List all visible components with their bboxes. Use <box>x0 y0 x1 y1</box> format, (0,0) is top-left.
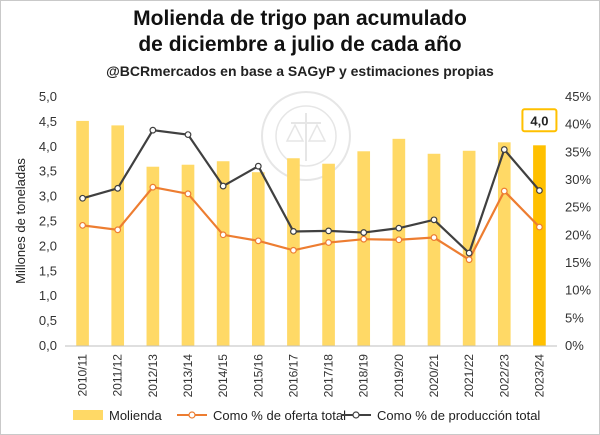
bar-molienda <box>462 150 476 346</box>
point-oferta-total <box>430 234 438 241</box>
chart-title-line-1: Molienda de trigo pan acumulado <box>133 7 467 30</box>
x-tick-label: 2016/17 <box>286 354 300 398</box>
point-produccion-total <box>79 194 86 202</box>
x-tick-label: 2012/13 <box>146 354 160 398</box>
y-tick-label: 5,0 <box>39 89 57 104</box>
point-oferta-total <box>395 236 403 244</box>
line-produccion-total <box>82 129 541 256</box>
point-produccion-total <box>325 227 332 235</box>
legend-label: Como % de oferta total <box>213 408 346 423</box>
y-tick-label: 1,5 <box>39 263 57 278</box>
annotation-group: 4,0 <box>521 108 558 133</box>
legend-swatch-marker <box>352 411 360 419</box>
bar-molienda <box>427 153 441 346</box>
point-oferta-total <box>500 187 508 195</box>
point-produccion-total <box>430 216 438 224</box>
point-oferta-total <box>254 237 262 245</box>
x-tick-label: 2021/22 <box>462 354 476 398</box>
y-tick-label: 4,5 <box>39 114 57 129</box>
point-produccion-total <box>395 224 403 232</box>
legend-swatch-molienda <box>73 410 103 420</box>
watermark-seal <box>261 91 351 181</box>
legend-label: Como % de producción total <box>377 408 540 423</box>
bar-molienda <box>146 166 160 346</box>
annotation-label: 4,0 <box>530 113 548 128</box>
point-oferta-total <box>465 256 473 264</box>
legend-label: Molienda <box>109 408 163 423</box>
y-tick-label: 0,5 <box>39 313 57 328</box>
point-oferta-total <box>149 183 157 191</box>
y2-tick-label: 45% <box>565 89 591 104</box>
x-tick-label: 2018/19 <box>357 354 371 398</box>
point-oferta-total <box>536 223 543 231</box>
point-produccion-total <box>500 146 508 153</box>
bar-molienda <box>76 120 89 347</box>
point-produccion-total <box>536 187 543 194</box>
y-tick-label: 0,0 <box>39 338 57 353</box>
x-tick-label: 2010/11 <box>76 354 90 397</box>
bar-molienda <box>251 172 265 346</box>
bar-molienda <box>181 164 195 346</box>
y-axis-label: Millones de toneladas <box>13 158 28 284</box>
bar-molienda <box>322 163 335 346</box>
point-produccion-total <box>360 229 368 236</box>
x-tick-label: 2014/15 <box>216 354 230 398</box>
y2-tick-label: 35% <box>565 144 591 159</box>
x-tick-label: 2017/18 <box>322 354 336 398</box>
chart-title: Molienda de trigo pan acumulado de dicie… <box>1 6 599 58</box>
bar-molienda <box>497 142 511 346</box>
point-oferta-total <box>114 226 122 234</box>
x-tick-label: 2013/14 <box>181 354 195 398</box>
x-tick-label: 2015/16 <box>251 354 265 398</box>
y2-tick-label: 5% <box>565 310 584 325</box>
bar-molienda <box>533 145 546 346</box>
axes-group: 0,0 0,5 1,0 1,5 2,0 2,5 3,0 3,5 4,0 4,5 5,0 0% 5% 10%… <box>39 89 592 397</box>
point-produccion-total <box>290 228 297 235</box>
y2-tick-label: 0% <box>565 338 584 353</box>
y-tick-label: 1,0 <box>39 288 57 303</box>
y2-tick-label: 10% <box>565 283 591 298</box>
y-tick-label: 3,0 <box>39 189 57 204</box>
point-oferta-total <box>325 239 332 246</box>
bar-molienda <box>216 161 230 346</box>
legend: Molienda Como % de oferta total Como % de … <box>73 408 540 423</box>
bar-molienda <box>357 151 371 346</box>
y-tick-label: 2,5 <box>39 214 57 229</box>
y2-tick-label: 20% <box>565 227 591 242</box>
line-oferta-total <box>82 185 541 262</box>
x-tick-label: 2019/20 <box>392 354 406 398</box>
point-oferta-total <box>79 221 86 229</box>
bar-molienda <box>111 125 125 346</box>
chart-title-line-2: de diciembre a julio de cada año <box>138 33 462 56</box>
y-tick-label: 4,0 <box>39 139 57 154</box>
y-tick-label: 3,5 <box>39 164 57 179</box>
point-produccion-total <box>254 162 262 170</box>
point-produccion-total <box>149 126 157 134</box>
x-tick-label: 2020/21 <box>427 354 441 398</box>
point-produccion-total <box>219 182 227 190</box>
point-oferta-total <box>219 231 227 239</box>
point-produccion-total <box>465 249 473 257</box>
y-tick-label: 2,0 <box>39 238 57 253</box>
y2-tick-label: 25% <box>565 200 591 215</box>
lines-group <box>79 126 543 264</box>
x-tick-label: 2011/12 <box>111 354 125 397</box>
point-produccion-total <box>114 184 122 192</box>
y2-tick-label: 15% <box>565 255 591 270</box>
y2-tick-label: 30% <box>565 172 591 187</box>
point-oferta-total <box>184 190 192 198</box>
legend-swatch-marker <box>188 411 196 419</box>
y2-tick-label: 40% <box>565 117 591 132</box>
point-oferta-total <box>290 246 297 254</box>
x-tick-label: 2022/23 <box>497 354 511 398</box>
chart-subtitle: @BCRmercados en base a SAGyP y estimacio… <box>106 63 494 79</box>
x-tick-label: 2023/24 <box>532 354 546 398</box>
point-produccion-total <box>184 131 192 139</box>
annotation-box <box>521 108 558 133</box>
point-oferta-total <box>360 235 368 243</box>
